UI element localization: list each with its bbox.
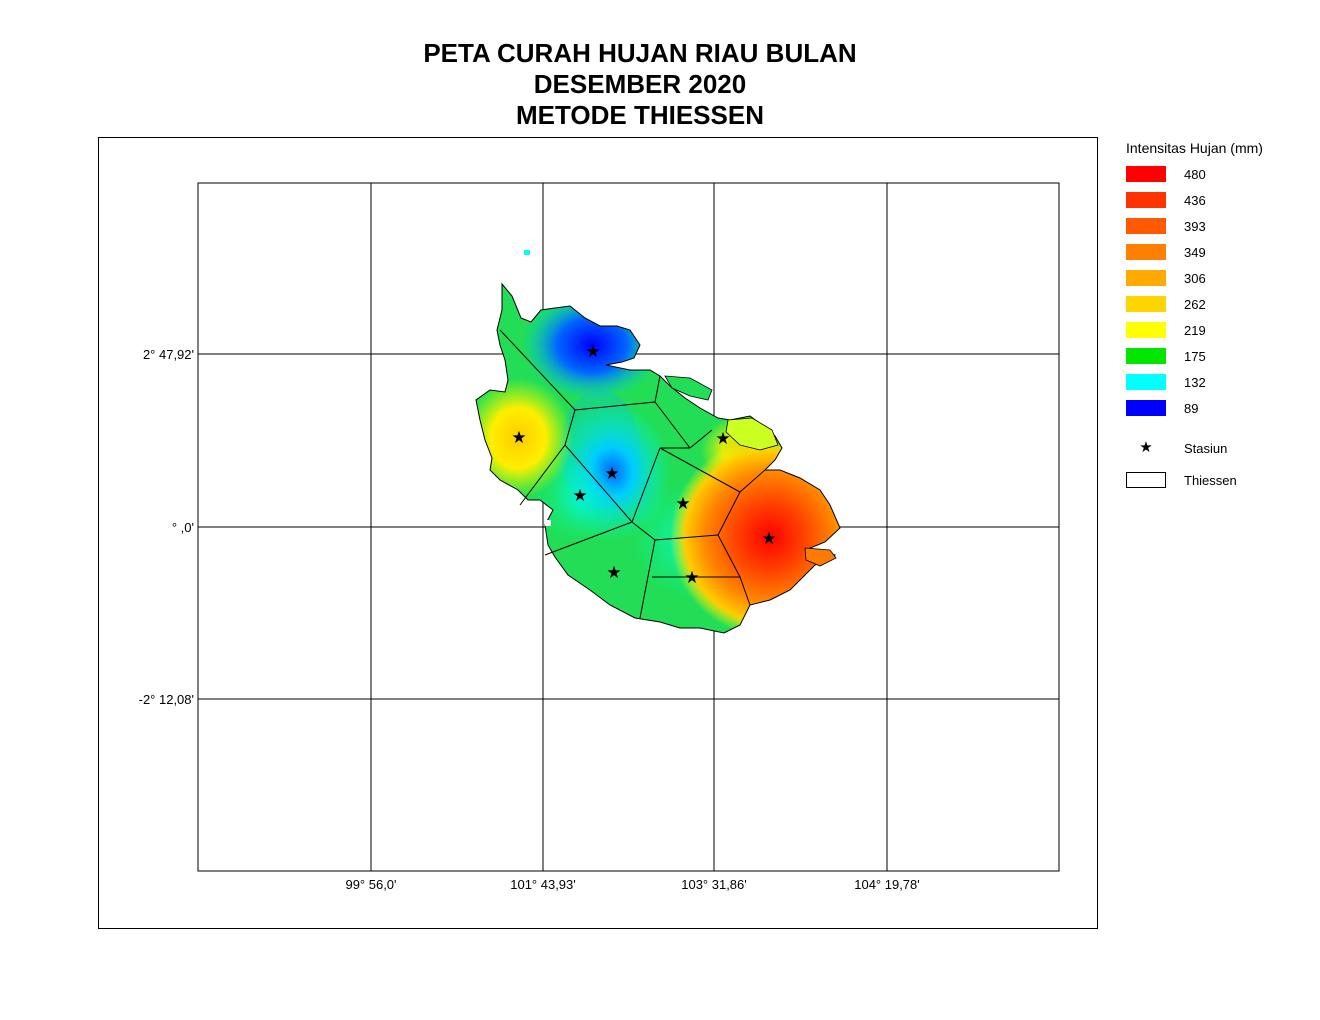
legend-class-value: 349 <box>1184 245 1206 260</box>
y-tick-label: ° ,0' <box>172 520 194 535</box>
legend-class-row: 393 <box>1126 216 1316 242</box>
map-frame <box>98 137 1098 929</box>
legend-swatch <box>1126 192 1166 208</box>
legend-class-row: 219 <box>1126 320 1316 346</box>
thiessen-edge <box>574 401 656 411</box>
y-tick-label: -2° 12,08' <box>139 692 194 707</box>
station-marker: ★ <box>585 342 600 362</box>
legend: Intensitas Hujan (mm) 480 436 393 349 306 262… <box>1126 140 1316 496</box>
legend-class-row: 349 <box>1126 242 1316 268</box>
station-marker: ★ <box>511 428 526 448</box>
thiessen-edge <box>499 329 576 411</box>
legend-swatch <box>1126 244 1166 260</box>
stations: ★ ★ ★ ★ ★ ★ ★ ★ ★ <box>511 342 776 588</box>
legend-swatch <box>1126 166 1166 182</box>
islet <box>524 250 530 255</box>
thiessen-edge <box>631 521 656 541</box>
star-icon: ★ <box>1139 439 1153 456</box>
thiessen-edge <box>519 444 566 506</box>
legend-class-row: 480 <box>1126 164 1316 190</box>
legend-swatch <box>1126 400 1166 416</box>
legend-class-row: 262 <box>1126 294 1316 320</box>
y-tick-label: 2° 47,92' <box>143 347 194 362</box>
legend-thiessen-label: Thiessen <box>1184 473 1237 488</box>
legend-class-row: 89 <box>1126 398 1316 424</box>
legend-swatch <box>1126 322 1166 338</box>
thiessen-edge <box>631 447 661 523</box>
thiessen-swatch <box>1126 472 1166 488</box>
thiessen-edge <box>564 409 576 446</box>
station-marker: ★ <box>715 429 730 449</box>
legend-title: Intensitas Hujan (mm) <box>1126 140 1263 156</box>
thiessen-polygons <box>499 329 766 619</box>
map-canvas: ★ ★ ★ ★ ★ ★ ★ ★ ★ 99° 56,0' 101° 43,93' … <box>139 182 1060 892</box>
legend-class-row: 132 <box>1126 372 1316 398</box>
station-marker: ★ <box>684 568 699 588</box>
legend-class-value: 480 <box>1184 167 1206 182</box>
island <box>664 375 713 401</box>
x-tick-label: 101° 43,93' <box>510 877 576 892</box>
legend-swatch <box>1126 348 1166 364</box>
station-marker: ★ <box>572 486 587 506</box>
legend-swatch <box>1126 218 1166 234</box>
legend-thiessen-row: Thiessen <box>1126 470 1316 496</box>
legend-class-value: 175 <box>1184 349 1206 364</box>
legend-swatch <box>1126 270 1166 286</box>
graticule <box>198 183 1059 871</box>
station-marker: ★ <box>675 494 690 514</box>
title-line-2: DESEMBER 2020 <box>533 69 747 99</box>
thiessen-edge <box>654 534 719 541</box>
thiessen-edge <box>639 539 656 619</box>
rainfall-surface <box>476 284 840 633</box>
station-marker: ★ <box>606 563 621 583</box>
map-title: PETA CURAH HUJAN RIAU BULAN DESEMBER 202… <box>290 38 990 131</box>
legend-class-value: 262 <box>1184 297 1206 312</box>
island <box>725 417 779 451</box>
thiessen-edge <box>739 469 766 493</box>
title-line-3: METODE THIESSEN <box>515 100 764 130</box>
station-marker: ★ <box>604 464 619 484</box>
station-marker: ★ <box>761 529 776 549</box>
thiessen-edge <box>544 521 633 556</box>
legend-class-value: 219 <box>1184 323 1206 338</box>
legend-swatch <box>1126 374 1166 390</box>
islet <box>545 520 551 526</box>
legend-class-value: 306 <box>1184 271 1206 286</box>
legend-station-row: ★ Stasiun <box>1126 438 1316 464</box>
legend-swatch <box>1126 296 1166 312</box>
title-line-1: PETA CURAH HUJAN RIAU BULAN <box>423 38 857 68</box>
island <box>804 547 837 567</box>
x-tick-label: 99° 56,0' <box>345 877 396 892</box>
legend-class-value: 393 <box>1184 219 1206 234</box>
thiessen-edge <box>654 375 661 403</box>
thiessen-edge <box>689 429 713 449</box>
thiessen-edge <box>564 444 633 523</box>
legend-class-row: 436 <box>1126 190 1316 216</box>
legend-class-row: 175 <box>1126 346 1316 372</box>
legend-classes: 480 436 393 349 306 262 219 175 132 89 <box>1126 164 1316 424</box>
thiessen-edge <box>717 491 741 536</box>
legend-class-value: 132 <box>1184 375 1206 390</box>
legend-station-label: Stasiun <box>1184 441 1228 456</box>
thiessen-edge <box>739 576 751 606</box>
legend-class-value: 89 <box>1184 401 1199 416</box>
thiessen-edge <box>717 534 741 578</box>
x-tick-label: 103° 31,86' <box>681 877 747 892</box>
thiessen-edge <box>654 401 691 449</box>
axis-labels: 99° 56,0' 101° 43,93' 103° 31,86' 104° 1… <box>139 347 920 892</box>
legend-class-value: 436 <box>1184 193 1206 208</box>
x-tick-label: 104° 19,78' <box>854 877 920 892</box>
legend-class-row: 306 <box>1126 268 1316 294</box>
thiessen-edge <box>659 447 741 493</box>
